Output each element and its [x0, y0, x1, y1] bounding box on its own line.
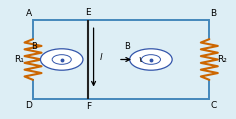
Text: l: l: [100, 53, 102, 62]
Text: A: A: [26, 9, 32, 18]
Circle shape: [52, 55, 71, 64]
Text: R₂: R₂: [218, 55, 228, 64]
Circle shape: [41, 49, 83, 70]
Text: B: B: [211, 9, 216, 18]
Text: v: v: [138, 55, 143, 64]
Circle shape: [130, 49, 172, 70]
Text: E: E: [85, 8, 91, 17]
Text: B: B: [125, 42, 131, 51]
Text: B: B: [31, 42, 37, 51]
Text: F: F: [86, 102, 91, 111]
Text: R₁: R₁: [14, 55, 24, 64]
Text: D: D: [25, 101, 32, 110]
Circle shape: [141, 55, 160, 64]
Text: C: C: [211, 101, 217, 110]
